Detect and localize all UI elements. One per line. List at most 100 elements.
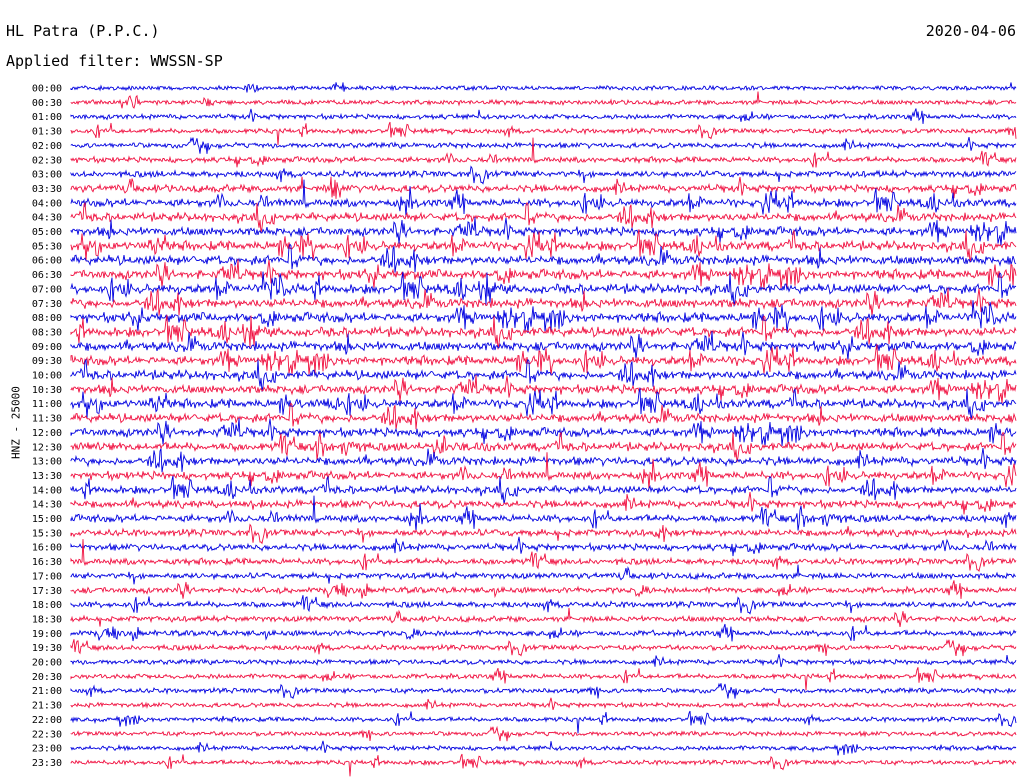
row-time-label: 14:30: [32, 500, 62, 511]
row-time-label: 12:00: [32, 428, 62, 439]
trace-line: [70, 682, 1017, 700]
trace-line: [70, 82, 1017, 93]
trace-line: [70, 91, 1017, 109]
row-time-label: 22:00: [32, 715, 62, 726]
date-label: 2020-04-06: [925, 22, 1016, 40]
trace-line: [70, 523, 1017, 545]
row-time-label: 23:00: [32, 744, 62, 755]
trace-line: [70, 387, 1017, 420]
row-time-label: 20:30: [32, 672, 62, 683]
row-time-label: 04:00: [32, 198, 62, 209]
trace-line: [70, 580, 1017, 599]
row-time-label: 07:30: [32, 299, 62, 310]
trace-line: [70, 121, 1017, 146]
trace-line: [70, 607, 1017, 627]
trace-line: [70, 375, 1017, 404]
row-time-label: 01:30: [32, 127, 62, 138]
row-time-label: 10:00: [32, 371, 62, 382]
trace-line: [70, 217, 1017, 246]
trace-line: [70, 667, 1017, 691]
trace-line: [70, 710, 1017, 734]
trace-line: [70, 201, 1017, 233]
row-time-label: 01:00: [32, 112, 62, 123]
trace-line: [70, 330, 1017, 361]
row-time-label: 04:30: [32, 213, 62, 224]
row-time-label: 03:30: [32, 184, 62, 195]
trace-line: [70, 137, 1017, 168]
trace-line: [70, 243, 1017, 273]
trace-line: [70, 136, 1017, 154]
trace-line: [70, 475, 1017, 505]
row-time-label: 19:30: [32, 643, 62, 654]
trace-line: [70, 725, 1017, 742]
row-time-label: 09:00: [32, 342, 62, 353]
row-time-label: 15:00: [32, 514, 62, 525]
row-time-label: 16:30: [32, 557, 62, 568]
row-time-label: 05:30: [32, 241, 62, 252]
trace-line: [70, 431, 1017, 463]
trace-line: [70, 165, 1017, 185]
row-time-label: 18:30: [32, 614, 62, 625]
trace-line: [70, 539, 1017, 572]
row-time-label: 00:30: [32, 98, 62, 109]
trace-line: [70, 536, 1017, 557]
trace-line: [70, 229, 1017, 263]
row-time-label: 22:30: [32, 729, 62, 740]
trace-line: [70, 447, 1017, 473]
row-time-label: 02:00: [32, 141, 62, 152]
row-time-label: 21:00: [32, 686, 62, 697]
trace-line: [70, 740, 1017, 756]
row-time-label: 13:00: [32, 457, 62, 468]
trace-line: [70, 452, 1017, 490]
row-time-label: 17:30: [32, 586, 62, 597]
row-time-label: 18:00: [32, 600, 62, 611]
trace-line: [70, 697, 1017, 710]
trace-line: [70, 402, 1017, 430]
trace-line: [70, 300, 1017, 334]
row-time-label: 17:00: [32, 571, 62, 582]
row-time-label: 02:30: [32, 155, 62, 166]
row-time-label: 03:00: [32, 170, 62, 181]
row-time-label: 15:30: [32, 528, 62, 539]
trace-line: [70, 654, 1017, 668]
trace-line: [70, 358, 1017, 392]
row-time-label: 07:00: [32, 284, 62, 295]
trace-line: [70, 495, 1017, 532]
trace-line: [70, 314, 1017, 350]
trace-line: [70, 271, 1017, 307]
row-time-label: 06:30: [32, 270, 62, 281]
trace-line: [70, 564, 1016, 585]
row-time-label: 20:00: [32, 658, 62, 669]
row-time-label: 21:30: [32, 701, 62, 712]
row-time-label: 12:30: [32, 442, 62, 453]
trace-line: [70, 418, 1017, 447]
row-time-label: 08:30: [32, 327, 62, 338]
trace-line: [70, 176, 1017, 199]
row-time-label: 08:00: [32, 313, 62, 324]
row-time-label: 23:30: [32, 758, 62, 769]
trace-line: [70, 179, 1017, 217]
trace-line: [70, 623, 1017, 642]
trace-line: [70, 259, 1017, 290]
row-time-label: 05:00: [32, 227, 62, 238]
row-time-label: 00:00: [32, 84, 62, 95]
trace-line: [70, 108, 1017, 124]
row-time-label: 13:30: [32, 471, 62, 482]
station-title: HL Patra (P.P.C.): [6, 22, 160, 40]
filter-label: Applied filter: WWSSN-SP: [6, 52, 223, 70]
row-time-label: 10:30: [32, 385, 62, 396]
trace-line: [70, 753, 1017, 777]
trace-line: [70, 492, 1017, 515]
row-time-label: 11:30: [32, 414, 62, 425]
trace-line: [70, 344, 1017, 376]
row-time-label: 16:00: [32, 543, 62, 554]
row-time-label: 11:00: [32, 399, 62, 410]
row-time-label: 06:00: [32, 256, 62, 267]
trace-line: [70, 287, 1017, 317]
trace-line: [70, 595, 1017, 615]
trace-line: [70, 639, 1017, 657]
row-time-label: 19:00: [32, 629, 62, 640]
row-time-label: 09:30: [32, 356, 62, 367]
row-time-label: 14:00: [32, 485, 62, 496]
